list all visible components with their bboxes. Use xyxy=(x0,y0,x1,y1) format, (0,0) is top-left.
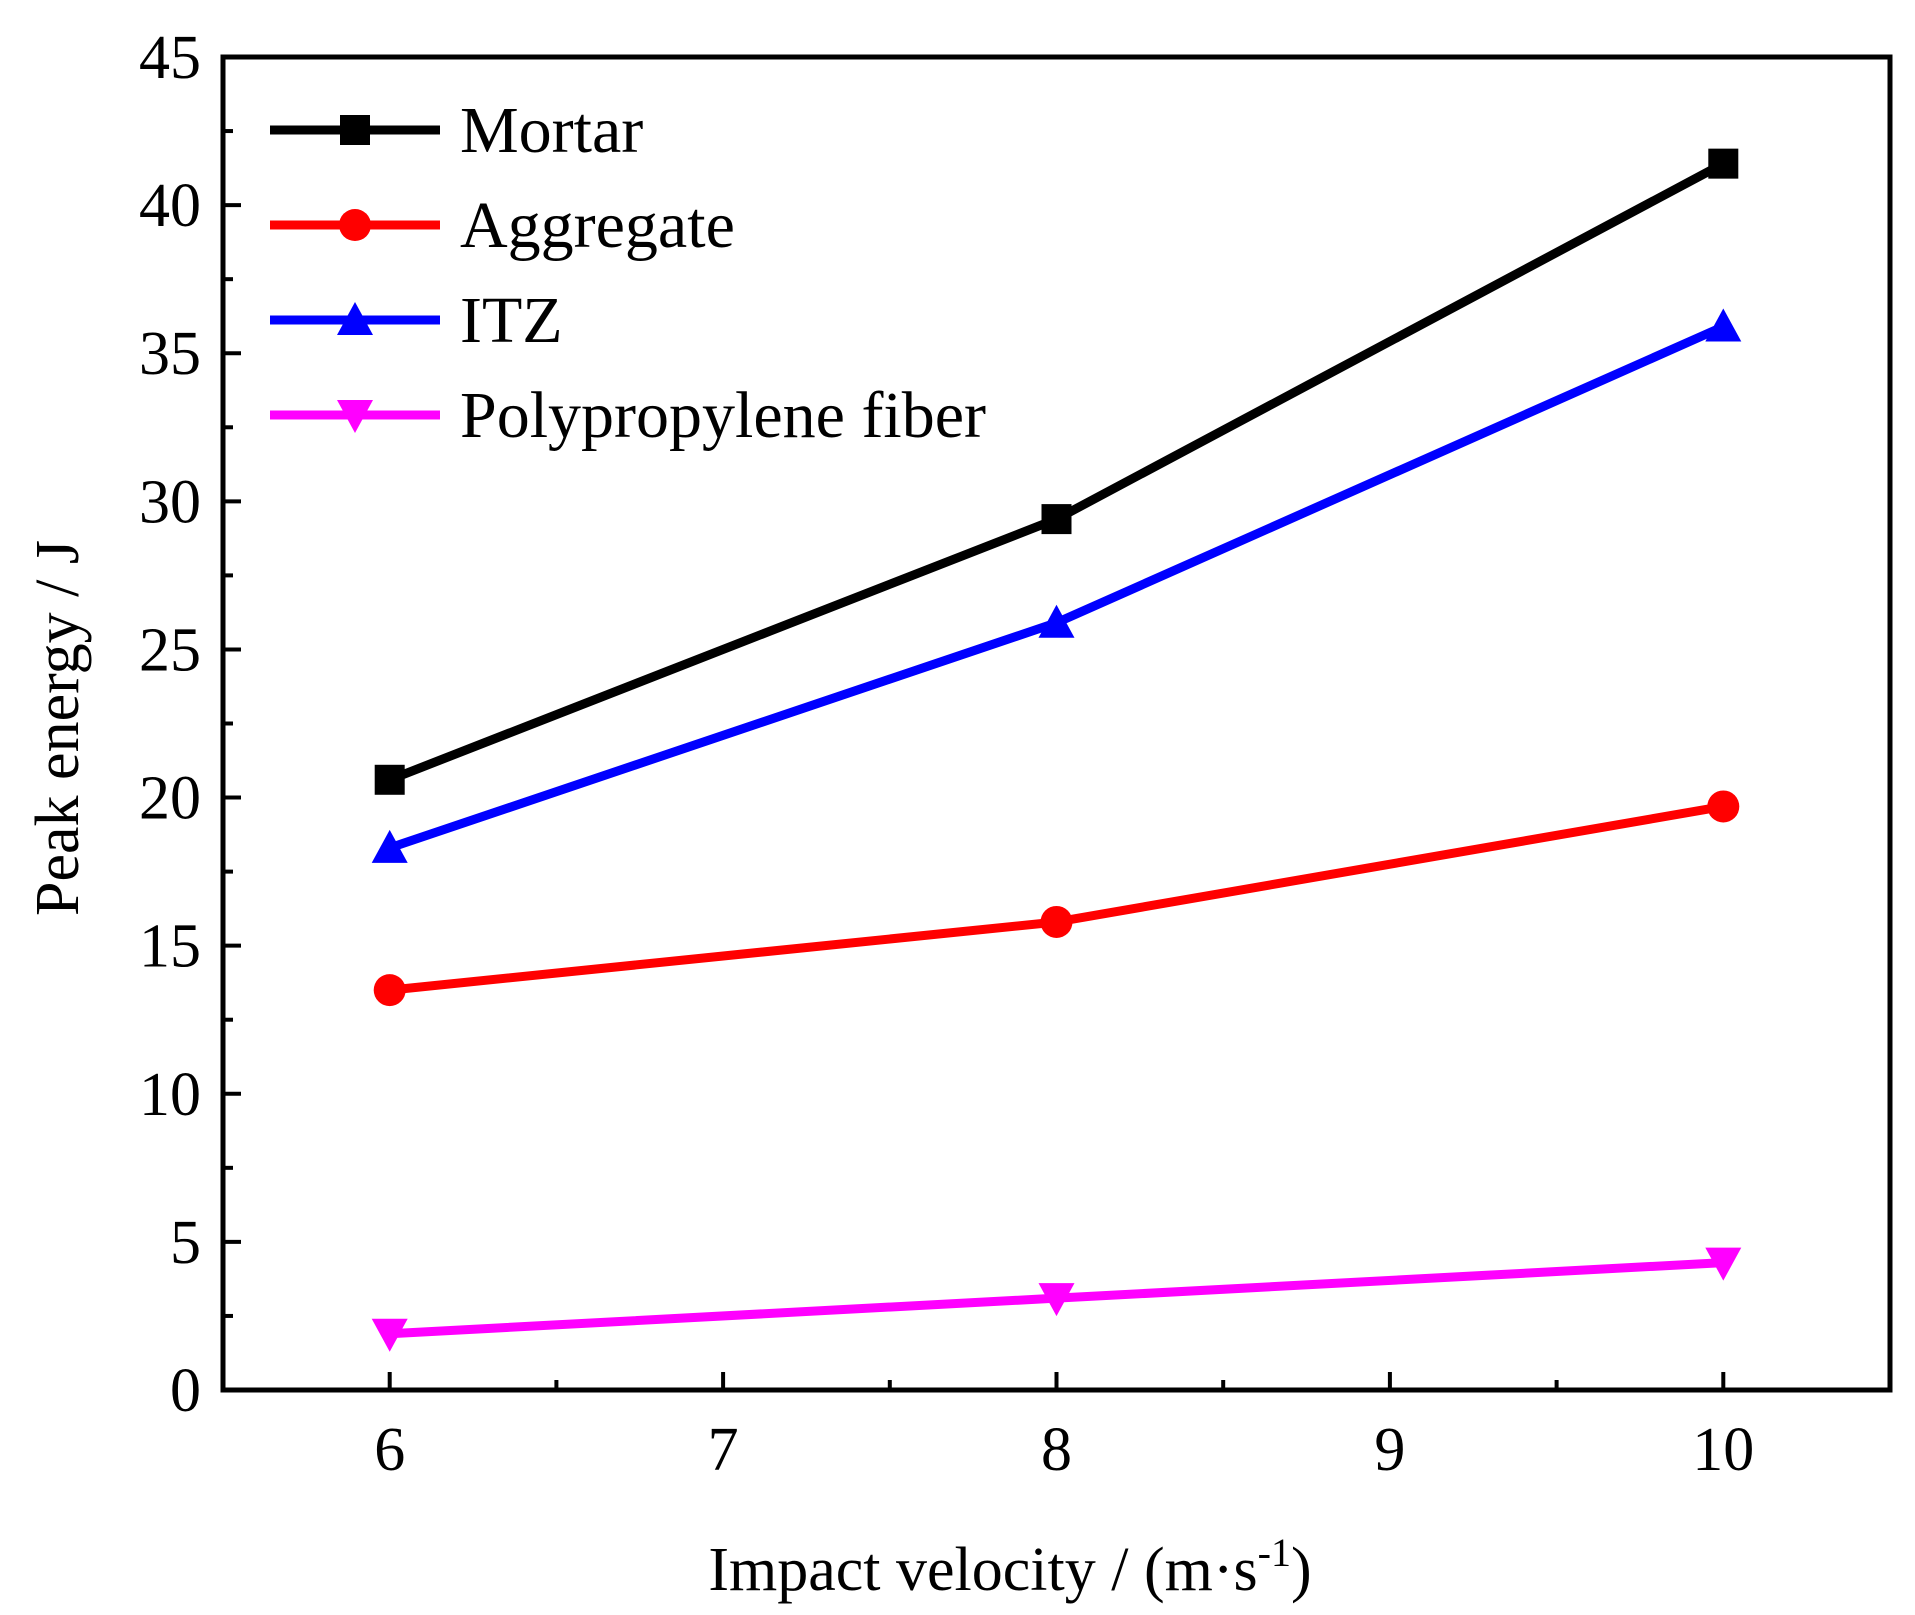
series-line xyxy=(389,802,1725,995)
legend-label: Polypropylene fiber xyxy=(460,379,986,452)
triangle-up-marker xyxy=(337,302,373,335)
y-tick-label: 40 xyxy=(139,172,201,240)
x-tick-label: 8 xyxy=(1041,1416,1072,1484)
y-tick-label: 5 xyxy=(170,1209,201,1277)
triangle-down-marker xyxy=(1705,1247,1742,1281)
triangle-down-marker xyxy=(1038,1283,1075,1317)
square-marker xyxy=(340,115,370,145)
series-itz xyxy=(371,308,1742,863)
legend: Mortar Aggregate ITZ Polypropylene fiber xyxy=(270,94,986,452)
y-tick-label: 25 xyxy=(139,616,201,684)
y-tick-label: 15 xyxy=(139,913,201,981)
x-axis-label-main: Impact velocity / (m·s xyxy=(708,1536,1257,1604)
legend-label: Aggregate xyxy=(460,189,735,262)
y-tick-label: 45 xyxy=(139,24,201,92)
y-tick-label: 35 xyxy=(139,320,201,388)
triangle-up-marker xyxy=(1705,308,1742,342)
legend-item: Aggregate xyxy=(270,189,735,262)
square-marker xyxy=(1708,148,1739,179)
series-polypropylene-fiber xyxy=(371,1247,1742,1352)
legend-item: Mortar xyxy=(270,94,643,167)
triangle-down-marker xyxy=(371,1318,408,1352)
legend-label: Mortar xyxy=(460,94,643,167)
series-mortar xyxy=(374,148,1739,795)
y-tick-label: 10 xyxy=(139,1061,201,1129)
x-tick-label: 6 xyxy=(374,1416,405,1484)
x-axis-label-close: ) xyxy=(1291,1536,1312,1604)
x-tick-label: 10 xyxy=(1692,1416,1754,1484)
triangle-up-marker xyxy=(1038,604,1075,638)
square-marker xyxy=(374,764,405,795)
y-tick-label: 30 xyxy=(139,468,201,536)
square-marker xyxy=(1041,504,1072,535)
circle-marker xyxy=(339,209,371,241)
legend-item: ITZ xyxy=(270,284,563,357)
circle-marker xyxy=(1707,790,1740,823)
x-axis-label: Impact velocity / (m·s-1) xyxy=(708,1530,1311,1604)
legend-label: ITZ xyxy=(460,284,563,357)
series-aggregate xyxy=(373,790,1740,1007)
circle-marker xyxy=(373,974,406,1007)
x-tick-label: 9 xyxy=(1374,1416,1405,1484)
series-layer xyxy=(371,148,1742,1352)
y-tick-label: 0 xyxy=(170,1357,201,1425)
circle-marker xyxy=(1040,905,1073,938)
y-tick-label: 20 xyxy=(139,765,201,833)
triangle-down-marker xyxy=(337,400,373,433)
x-tick-label: 7 xyxy=(708,1416,739,1484)
axes: 6 7 8 9 10 0 5 10 15 20 25 30 35 40 45 xyxy=(139,24,1893,1484)
x-axis-label-superscript: -1 xyxy=(1258,1530,1291,1575)
legend-item: Polypropylene fiber xyxy=(270,379,986,452)
triangle-up-marker xyxy=(371,829,408,863)
y-axis-label: Peak energy / J xyxy=(24,540,92,916)
